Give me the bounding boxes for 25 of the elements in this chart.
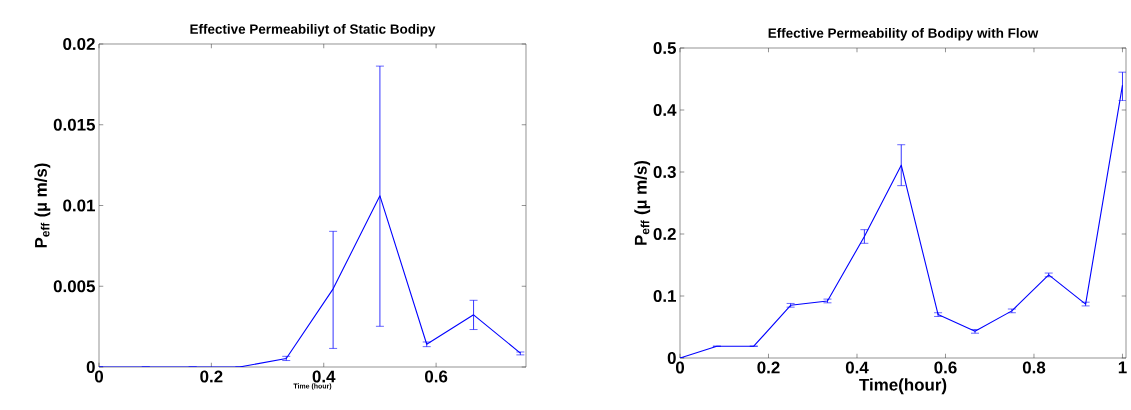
y-tick-label: 0.01 [63, 199, 96, 212]
y-tick-label: 0.4 [653, 104, 677, 116]
x-tick-label: 0.8 [1022, 361, 1046, 374]
y-tick-label: 0 [667, 352, 676, 364]
y-tick-label: 0.5 [653, 42, 677, 54]
y-tick-label: 0.1 [653, 290, 677, 302]
y-tick-label: 0.3 [653, 165, 676, 179]
x-tick-label: 0.6 [425, 370, 448, 383]
y-tick-label: 0.2 [653, 228, 676, 240]
x-tick-label: 0.4 [845, 361, 869, 374]
x-axis-title: Time(hour) [859, 378, 947, 395]
x-tick-label: 0.4 [312, 370, 336, 383]
chart-title: Effective Permeabiliyt of Static Bodipy [190, 23, 436, 37]
chart-title: Effective Permeability of Bodipy with Flow [768, 27, 1039, 41]
x-tick-label: 0 [94, 370, 104, 383]
y-axis-title: P$_{eff}$ (µ m/s) [634, 160, 651, 245]
x-tick-label: 0.2 [200, 370, 223, 383]
y-axis-title: P$_{eff}$ (µ m/s) [34, 163, 51, 248]
x-tick-label: 0.2 [757, 361, 780, 374]
y-tick-label: 0.015 [53, 118, 96, 131]
x-tick-label: 0.6 [934, 361, 957, 374]
x-tick-label: 1 [1118, 361, 1127, 374]
y-tick-label: 0.005 [53, 280, 96, 293]
x-tick-label: 0 [675, 361, 685, 374]
y-tick-label: 0.02 [63, 38, 95, 50]
